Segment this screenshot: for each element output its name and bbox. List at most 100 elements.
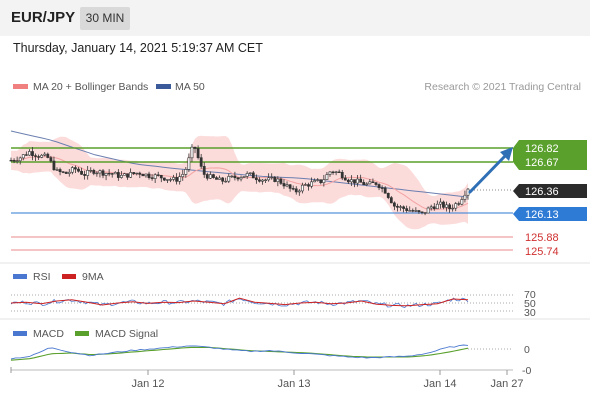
candle-body: [288, 184, 292, 189]
candle-body: [362, 182, 366, 186]
candle-body: [181, 174, 185, 177]
current-price-tag: [513, 184, 587, 198]
res1-label: 126.67: [525, 157, 559, 169]
rsi-legend-label: RSI: [33, 271, 51, 283]
candle-body: [399, 206, 402, 208]
candle-body: [307, 184, 310, 187]
candle-body: [43, 153, 47, 156]
candle-body: [242, 176, 246, 178]
candle-body: [380, 187, 384, 189]
candle-body: [199, 157, 203, 167]
ma50-legend-label: MA 50: [175, 81, 205, 93]
ma20-legend-label: MA 20 + Bollinger Bands: [33, 81, 148, 93]
candle-body: [251, 172, 255, 179]
candle-body: [316, 179, 320, 181]
support2-label: 125.74: [525, 246, 559, 258]
x-label-jan12: Jan 12: [131, 378, 164, 390]
forecast-arrow: [468, 153, 508, 194]
candle-body: [350, 179, 353, 183]
macd-tick-0: 0: [524, 344, 530, 356]
candle-body: [432, 206, 436, 210]
candle-body: [147, 173, 151, 178]
candle-body: [15, 160, 19, 162]
candle-body: [276, 178, 280, 182]
candle-body: [359, 178, 363, 183]
candle-body: [24, 154, 28, 156]
candle-body: [322, 179, 326, 184]
candle-body: [460, 199, 464, 205]
candle-body: [282, 183, 286, 187]
candle-body: [463, 194, 467, 200]
candle-body: [297, 190, 301, 193]
ma50-line: [10, 130, 469, 198]
pivot-tag: [513, 207, 587, 221]
candle-body: [205, 174, 209, 179]
candle-body: [138, 172, 142, 175]
rsi-tick-50: 50: [524, 298, 536, 310]
rsi-legend-swatch: [13, 274, 27, 279]
header-bar: EUR/JPY 30 MIN: [0, 0, 590, 36]
candle-body: [291, 188, 295, 190]
rsi-ma-legend-swatch: [62, 274, 76, 279]
candle-body: [454, 203, 458, 209]
candle-body: [178, 176, 182, 182]
x-label-jan27: Jan 27: [490, 378, 523, 390]
candle-body: [153, 174, 157, 179]
candle-body: [239, 177, 243, 180]
candle-body: [445, 204, 448, 208]
macd-tick-neg0: -0: [522, 365, 531, 377]
candle-body: [126, 173, 129, 178]
candle-body: [377, 184, 381, 189]
candle-body: [31, 151, 34, 156]
candle-body: [162, 177, 166, 181]
candle-body: [113, 172, 117, 175]
candle-body: [319, 179, 323, 184]
candle-body: [83, 174, 87, 176]
candle-body: [159, 175, 163, 179]
candle-body: [156, 174, 160, 176]
candle-body: [129, 172, 133, 178]
candle-body: [172, 177, 175, 180]
timeframe-button[interactable]: 30 MIN: [80, 7, 130, 30]
candle-body: [18, 157, 22, 162]
candle-body: [245, 173, 249, 177]
candle-body: [371, 181, 375, 183]
rsi-tick-30: 30: [524, 307, 536, 319]
candle-body: [420, 211, 424, 213]
candle-body: [40, 154, 44, 158]
candle-body: [144, 173, 148, 177]
candle-body: [254, 177, 258, 181]
candle-body: [429, 206, 433, 209]
candle-body: [101, 170, 105, 176]
candle-body: [120, 174, 123, 178]
candle-body: [34, 155, 37, 157]
ma20-legend-swatch: [13, 84, 28, 89]
x-label-jan14: Jan 14: [423, 378, 456, 390]
candle-body: [80, 170, 83, 175]
rsi-ma-line: [10, 297, 469, 307]
candle-body: [110, 173, 114, 175]
candle-body: [116, 172, 120, 178]
candle-body: [104, 172, 108, 176]
candle-body: [356, 178, 359, 184]
macd-signal-legend-swatch: [75, 331, 89, 336]
candle-body: [368, 181, 372, 185]
candle-body: [86, 170, 90, 176]
candle-body: [313, 180, 317, 183]
candle-body: [12, 160, 16, 162]
candle-body: [61, 171, 65, 173]
candle-body: [187, 157, 191, 170]
ma50-legend-swatch: [156, 84, 171, 89]
macd-legend-label: MACD: [33, 328, 64, 340]
candle-body: [300, 184, 304, 192]
candle-body: [408, 210, 412, 212]
rsi-tick-70: 70: [524, 289, 536, 301]
candle-body: [230, 175, 234, 178]
candle-body: [196, 148, 200, 158]
candle-body: [123, 173, 126, 176]
datetime-label: Thursday, January 14, 2021 5:19:37 AM CE…: [13, 41, 263, 55]
macd-line: [10, 344, 469, 360]
candle-body: [28, 151, 31, 156]
